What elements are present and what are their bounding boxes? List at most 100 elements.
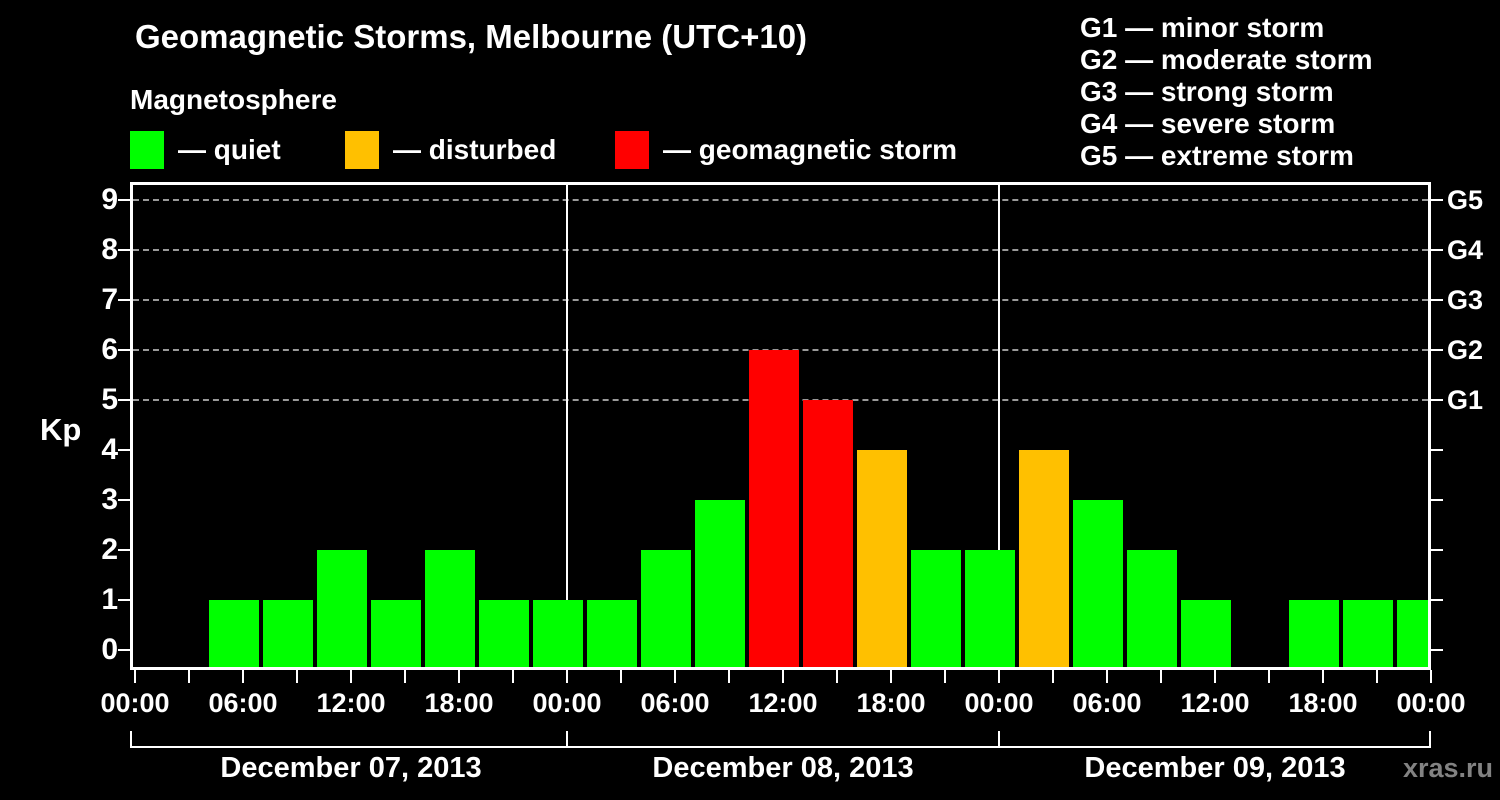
x-axis-tick xyxy=(1052,670,1054,683)
kp-bar xyxy=(1343,600,1393,667)
right-axis-tick xyxy=(1431,549,1443,551)
right-axis-tick xyxy=(1431,649,1443,651)
legend-label: — disturbed xyxy=(393,134,557,165)
x-tick-label: 12:00 xyxy=(748,688,818,718)
x-axis-tick xyxy=(620,670,622,683)
kp-bar xyxy=(1289,600,1339,667)
y-tick-label: 2 xyxy=(101,533,118,566)
y-axis-tick xyxy=(118,449,130,451)
date-axis-tick xyxy=(566,731,568,746)
date-label: December 08, 2013 xyxy=(652,752,914,784)
kp-bar xyxy=(641,550,691,667)
y-tick-label: 4 xyxy=(101,433,118,466)
kp-bar xyxy=(1397,600,1428,667)
kp-bar xyxy=(1019,450,1069,667)
y-tick-label: 3 xyxy=(101,483,118,516)
legend-item: — geomagnetic storm xyxy=(615,130,957,170)
y-axis-tick xyxy=(118,299,130,301)
plot-border-right xyxy=(1428,182,1431,670)
grid-line xyxy=(133,249,1428,251)
y-tick-label: 5 xyxy=(101,383,118,416)
plot-border-top xyxy=(130,182,1431,185)
right-axis-tick xyxy=(1431,499,1443,501)
kp-bar xyxy=(1181,600,1231,667)
date-axis-tick xyxy=(130,731,132,746)
kp-bar xyxy=(1073,500,1123,667)
x-tick-label: 06:00 xyxy=(1072,688,1142,718)
x-axis-tick xyxy=(1376,670,1378,683)
kp-bar xyxy=(911,550,961,667)
right-axis-tick xyxy=(1431,199,1443,201)
x-tick-label: 12:00 xyxy=(316,688,386,718)
x-axis-tick xyxy=(1106,670,1108,683)
x-tick-label: 00:00 xyxy=(100,688,170,718)
grid-line xyxy=(133,299,1428,301)
kp-bar xyxy=(749,350,799,667)
x-axis-tick xyxy=(566,670,568,683)
kp-bar xyxy=(425,550,475,667)
kp-bar xyxy=(857,450,907,667)
x-axis-tick xyxy=(1214,670,1216,683)
legend-item: — quiet xyxy=(130,130,281,170)
kp-bar xyxy=(803,400,853,667)
x-tick-label: 06:00 xyxy=(640,688,710,718)
kp-bar xyxy=(587,600,637,667)
g-level-label: G1 xyxy=(1447,385,1484,415)
g-level-label: G4 xyxy=(1447,235,1484,265)
day-divider xyxy=(998,185,1000,667)
x-axis-tick xyxy=(1322,670,1324,683)
right-axis-tick xyxy=(1431,249,1443,251)
kp-bar xyxy=(965,550,1015,667)
x-axis-tick xyxy=(944,670,946,683)
g-level-label: G2 xyxy=(1447,335,1484,365)
y-axis-title: Kp xyxy=(40,412,82,447)
x-axis-tick xyxy=(350,670,352,683)
kp-bar xyxy=(695,500,745,667)
y-axis-tick xyxy=(118,349,130,351)
y-axis-tick xyxy=(118,399,130,401)
storm-scale-item-g4: G4 — severe storm xyxy=(1080,108,1336,139)
legend-label: — quiet xyxy=(178,134,281,165)
x-axis-tick xyxy=(134,670,136,683)
x-axis-tick xyxy=(1160,670,1162,683)
x-axis-tick xyxy=(836,670,838,683)
y-axis-tick xyxy=(118,199,130,201)
legend-label: — geomagnetic storm xyxy=(663,134,958,165)
x-tick-label: 18:00 xyxy=(856,688,926,718)
x-axis-tick xyxy=(1430,670,1432,683)
y-tick-label: 8 xyxy=(101,233,118,266)
date-axis-tick xyxy=(1429,731,1431,746)
g-level-label: G5 xyxy=(1447,185,1484,215)
date-axis-tick xyxy=(998,731,1000,746)
x-axis-tick xyxy=(728,670,730,683)
y-tick-label: 9 xyxy=(101,183,118,216)
date-label: December 09, 2013 xyxy=(1084,752,1346,784)
y-tick-label: 1 xyxy=(101,583,118,616)
x-axis-tick xyxy=(782,670,784,683)
legend-swatch-disturbed xyxy=(345,131,379,169)
right-axis-tick xyxy=(1431,599,1443,601)
y-tick-label: 0 xyxy=(101,633,118,666)
date-label: December 07, 2013 xyxy=(220,752,482,784)
legend-item: — disturbed xyxy=(345,130,556,170)
grid-line xyxy=(133,199,1428,201)
x-tick-label: 18:00 xyxy=(424,688,494,718)
storm-scale-item-g2: G2 — moderate storm xyxy=(1080,44,1373,75)
x-axis-tick xyxy=(242,670,244,683)
y-axis-tick xyxy=(118,549,130,551)
kp-bar xyxy=(371,600,421,667)
x-tick-label: 12:00 xyxy=(1180,688,1250,718)
plot-border-left xyxy=(130,182,133,670)
storm-scale-legend: G1 — minor storm G2 — moderate storm G3 — … xyxy=(1080,12,1373,172)
g-level-label: G3 xyxy=(1447,285,1484,315)
y-tick-label: 7 xyxy=(101,283,118,316)
x-axis-tick xyxy=(404,670,406,683)
storm-scale-item-g5: G5 — extreme storm xyxy=(1080,140,1354,171)
y-axis-tick xyxy=(118,499,130,501)
x-axis-tick xyxy=(998,670,1000,683)
watermark: xras.ru xyxy=(1402,753,1493,783)
legend-swatch-storm xyxy=(615,131,649,169)
x-axis-tick xyxy=(890,670,892,683)
right-axis-tick xyxy=(1431,349,1443,351)
x-axis-tick xyxy=(188,670,190,683)
